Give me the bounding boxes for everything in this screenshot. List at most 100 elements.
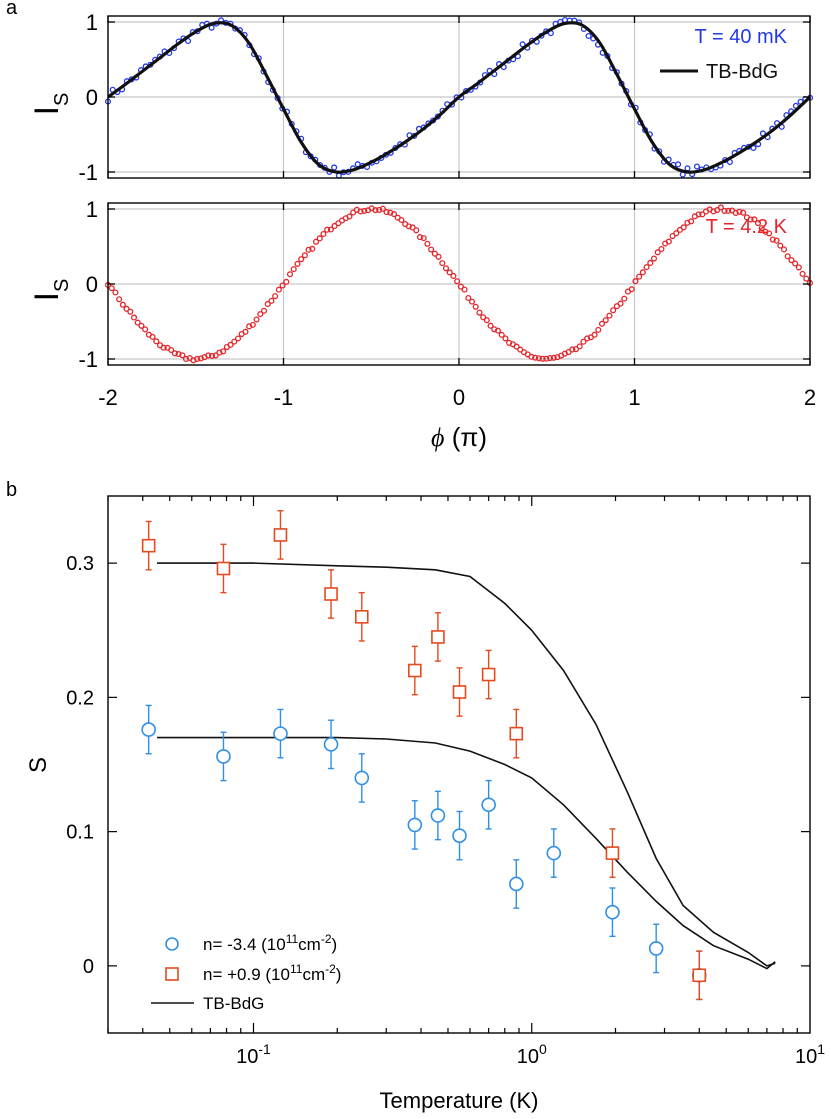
data-point (758, 225, 765, 232)
data-point (792, 260, 799, 267)
data-point (650, 255, 658, 262)
data-point (513, 343, 520, 350)
data-point (732, 209, 739, 217)
data-point (550, 354, 557, 361)
data-point (272, 293, 279, 300)
data-point (546, 354, 554, 362)
series-line (157, 736, 776, 970)
data-point (628, 286, 635, 293)
x-tick-label: 10-1 (236, 1041, 271, 1068)
chart-a-top: 1 0 -1 IS T = 40 mK TB-BdG (28, 10, 814, 185)
data-point (725, 207, 732, 214)
data-point (502, 335, 509, 342)
data-point (409, 224, 416, 231)
data-point (435, 253, 442, 260)
data-point (408, 663, 422, 678)
data-point (324, 587, 338, 601)
y-tick-label: 1 (86, 10, 98, 35)
data-point (647, 259, 654, 267)
data-point (648, 941, 664, 956)
data-point (294, 260, 301, 267)
data-point (305, 246, 312, 253)
data-point (431, 250, 438, 257)
data-point (621, 295, 628, 302)
data-point (290, 266, 297, 273)
data-point (688, 218, 695, 225)
data-point (171, 350, 178, 357)
data-point (275, 286, 282, 293)
data-point (138, 322, 145, 329)
x-tick-label: 0 (453, 385, 465, 410)
series-group (104, 16, 814, 179)
data-point (231, 338, 238, 345)
data-point (212, 352, 219, 359)
data-point (179, 352, 186, 359)
data-point (777, 242, 784, 249)
data-point (357, 208, 364, 215)
data-point (372, 207, 379, 214)
data-point (398, 216, 405, 224)
data-point (450, 272, 457, 280)
data-point (116, 296, 123, 303)
data-point (584, 335, 591, 342)
x-tick-label: 100 (517, 1041, 547, 1068)
data-point (346, 213, 353, 220)
data-point (675, 161, 682, 168)
data-point (283, 278, 290, 285)
data-point (799, 270, 806, 277)
legend-entry-tb-bdg: TB-BdG (706, 61, 778, 83)
y-tick-label: -1 (78, 347, 98, 372)
data-point (309, 245, 316, 252)
legend-entry-n-plus: n= +0.9 (1011cm-2) (203, 962, 341, 984)
data-point (379, 205, 386, 212)
data-point (141, 722, 156, 737)
data-point (264, 301, 271, 308)
data-point (605, 846, 620, 860)
y-tick-labels: 0 0.1 0.2 0.3 (66, 553, 94, 978)
data-point (658, 245, 665, 253)
data-point (153, 338, 160, 345)
data-point (487, 322, 494, 329)
data-point (665, 238, 672, 245)
data-point (452, 685, 467, 699)
y-tick-label: 0.1 (66, 822, 94, 844)
data-point (669, 233, 676, 240)
chart-a-bottom: 10-1 -2 -1 0 1 2 IS T = 4.2 K ϕ (π) (28, 197, 816, 452)
data-point (439, 260, 446, 267)
data-point (424, 240, 431, 247)
y-axis-label: IS (28, 93, 73, 116)
data-point (405, 223, 412, 230)
data-point (736, 208, 743, 215)
data-point (420, 235, 427, 242)
data-point (327, 226, 334, 233)
data-point (323, 737, 339, 752)
data-point (331, 164, 338, 171)
data-point (680, 224, 687, 231)
data-point (182, 355, 190, 363)
y-tick-label: 0.3 (66, 553, 94, 575)
data-point (569, 346, 576, 353)
data-point (535, 355, 542, 362)
data-point (576, 343, 583, 350)
data-point (320, 230, 327, 238)
data-point (509, 726, 524, 741)
data-point (480, 314, 487, 321)
data-point (654, 249, 661, 256)
legend-entry-n-minus: n= -3.4 (1011cm-2) (203, 932, 337, 954)
y-tick-label: 0 (86, 272, 98, 297)
data-point (468, 298, 476, 305)
data-point (610, 307, 617, 314)
y-tick-label: -1 (78, 160, 98, 185)
data-point (461, 286, 468, 293)
data-point (692, 968, 707, 983)
axis-ticks (107, 203, 811, 365)
data-point (585, 32, 592, 40)
data-point (454, 278, 461, 285)
data-point (673, 230, 680, 237)
y-tick-label: 1 (86, 197, 98, 222)
series-group (141, 510, 776, 1001)
data-point (498, 331, 505, 338)
data-point (699, 211, 706, 218)
data-point (766, 230, 773, 237)
data-point (108, 285, 115, 292)
